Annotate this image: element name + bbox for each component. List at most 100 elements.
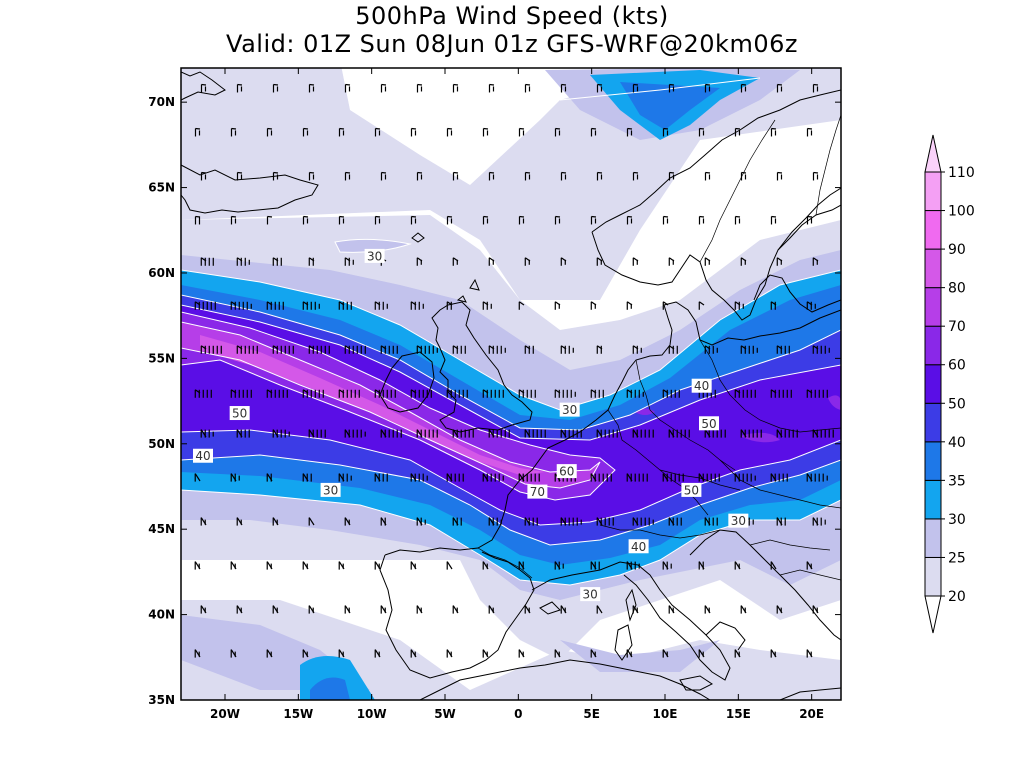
wind-barb [812,345,830,354]
wind-barb [590,389,604,398]
wind-barb [374,389,396,398]
wind-barb [452,605,459,614]
chart-title: 500hPa Wind Speed (kts) [355,2,669,30]
wind-barb [410,127,417,137]
wind-barb [590,127,597,137]
wind-barb [236,345,258,354]
wind-barb [230,649,237,658]
wind-barb [380,171,387,181]
wind-barb [344,429,366,438]
colorbar-box [924,364,942,404]
lat-tick-label: 50N [148,437,175,451]
colorbar-label: 90 [948,242,966,258]
wind-barb [812,171,819,181]
wind-barb [740,429,762,438]
wind-barb [740,345,758,354]
contour-label-box [229,406,250,421]
wind-barb [194,389,212,398]
wind-barb [662,301,669,310]
wind-barb [236,517,243,526]
wind-barb [272,83,279,93]
colorbar-label: 50 [948,396,966,412]
wind-barb [734,649,741,658]
wind-barb [626,649,633,658]
wind-barb [338,473,352,482]
wind-barb [704,605,711,614]
wind-barb [524,171,531,181]
wind-barb [266,473,273,482]
wind-barb [308,257,315,266]
colorbar-label: 20 [948,589,966,605]
wind-barb [770,473,788,482]
wind-barb [200,429,214,438]
wind-barb [812,83,819,93]
wind-barb [344,605,351,614]
wind-barb [734,473,756,482]
wind-barb [590,649,597,658]
ireland-coast [379,351,435,413]
wind-barb [302,389,324,398]
wind-barb [668,257,675,266]
lon-tick-label: 15E [726,707,751,721]
wind-barb [704,517,718,526]
wind-barb [734,389,756,398]
latitude-axis: 70N 65N 60N 55N 50N 45N 40N 35N [148,95,841,707]
wind-barb [626,127,633,137]
contour-label-box [728,513,749,528]
wind-barb [380,83,387,93]
wind-barb [740,83,747,93]
wind-barb [806,215,813,225]
wind-barb [518,473,540,482]
contour-label-box [628,539,649,554]
colorbar-label: 40 [948,435,966,451]
scandinavia-coast [591,89,841,233]
wind-barb [596,605,603,614]
wind-barb [446,301,453,310]
wind-barb [482,127,489,137]
wind-barb [374,301,388,310]
wind-barb [806,127,813,137]
wind-barb [626,215,633,225]
wind-barb [734,215,741,225]
wind-barb [590,561,600,570]
wind-barb [770,215,777,225]
wind-barb [446,649,453,658]
wind-barb [806,473,828,482]
wind-barb [560,171,567,181]
speed-band-80 [200,335,545,475]
wind-barb [266,561,273,570]
wind-barb [806,301,816,310]
wind-barb [590,301,597,310]
wind-barb [560,83,567,93]
wind-barb [626,301,633,310]
wind-barb [698,215,705,225]
wind-barb [806,389,828,398]
wind-barb [266,389,288,398]
wind-barb [776,429,798,438]
wind-barb [812,517,826,526]
wind-barb [272,429,290,438]
wind-barb [590,215,597,225]
wind-barb [662,649,669,658]
contour-label-box [699,416,719,431]
wind-barb [302,561,309,570]
wind-barb [698,127,705,137]
wind-barb [482,561,489,570]
contour-label-box [556,464,577,479]
wind-barb [704,429,726,438]
wind-barb [380,605,387,614]
wind-barb [488,171,495,181]
wind-barb [338,389,360,398]
wind-barb [734,301,744,310]
wind-barb [410,649,417,658]
wind-barb [698,649,705,658]
wind-barb [194,649,201,658]
wind-barb [632,429,654,438]
wind-barb [632,345,642,354]
wind-barb [338,561,345,570]
lon-tick-label: 15W [283,707,313,721]
wind-barb [770,561,777,570]
contour-label-box [681,482,702,497]
colorbar-under-triangle [924,595,942,634]
wind-barb [482,389,504,398]
